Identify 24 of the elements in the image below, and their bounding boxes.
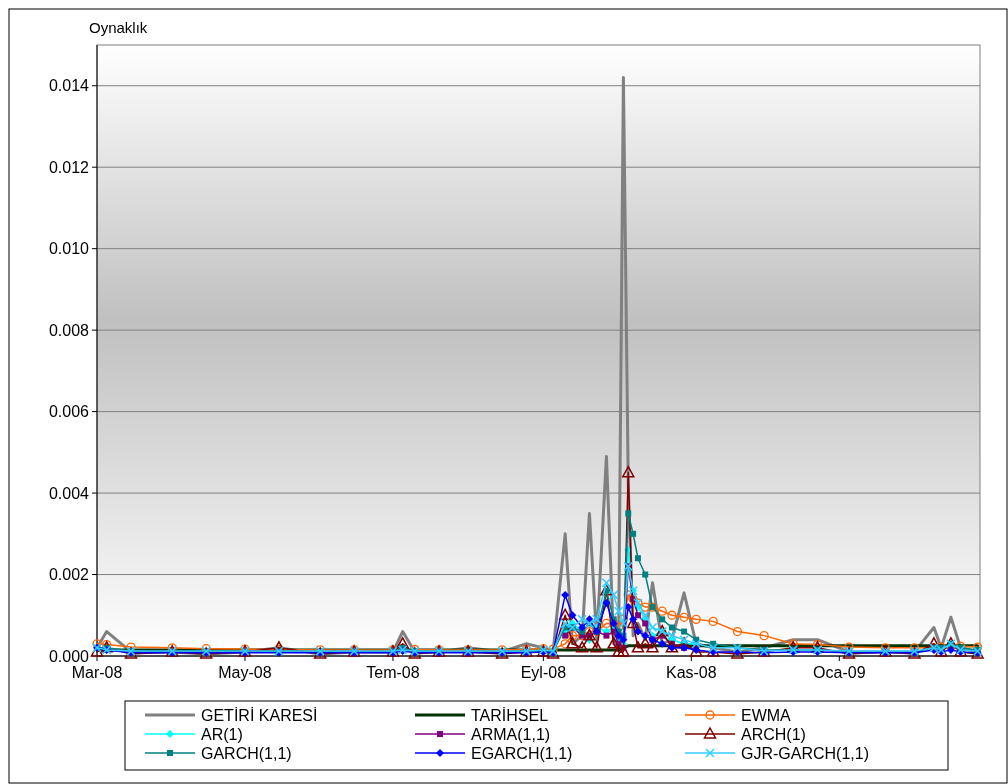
x-tick-label: Oca-09: [813, 664, 866, 681]
legend-label: EGARCH(1,1): [471, 744, 573, 762]
legend-label: TARİHSEL: [471, 705, 549, 724]
x-tick-label: Kas-08: [665, 664, 717, 681]
y-tick-label: 0.012: [48, 158, 90, 176]
legend-label: GJR-GARCH(1,1): [741, 744, 870, 762]
legend-label: AR(1): [201, 725, 243, 743]
x-tick-label: Eyl-08: [520, 664, 567, 681]
legend-label: GARCH(1,1): [201, 744, 292, 762]
y-tick-label: 0.008: [48, 321, 90, 339]
x-tick-label: Tem-08: [366, 664, 420, 681]
x-tick-label: Mar-08: [71, 664, 123, 681]
legend-label: ARCH(1): [741, 725, 806, 743]
y-tick-label: 0.010: [48, 240, 90, 258]
legend-label: GETİRİ KARESİ: [201, 705, 318, 724]
y-axis-title: Oynaklık: [89, 19, 148, 36]
y-tick-label: 0.006: [48, 403, 90, 421]
y-tick-label: 0.002: [48, 566, 90, 584]
legend-label: ARMA(1,1): [471, 725, 551, 743]
x-tick-label: May-08: [218, 664, 272, 681]
legend-label: EWMA: [741, 706, 792, 724]
y-tick-label: 0.014: [48, 77, 90, 95]
y-tick-label: 0.000: [48, 647, 90, 665]
y-tick-label: 0.004: [48, 484, 90, 502]
